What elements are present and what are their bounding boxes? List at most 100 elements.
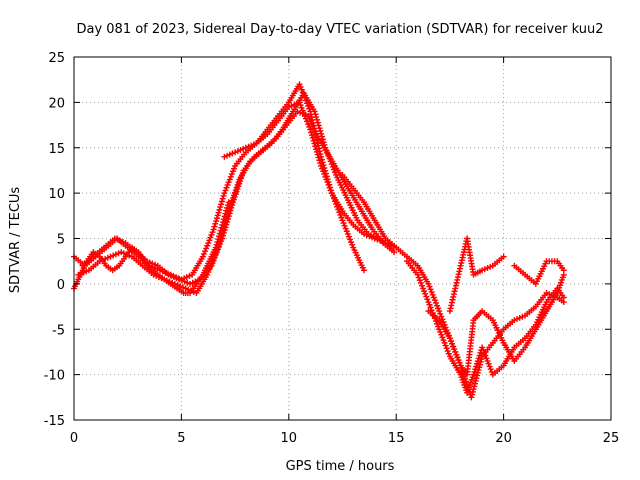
y-tick-label: 5 [57,233,65,248]
data-point-sample [478,356,485,363]
data-point-sample [218,224,225,231]
data-point-sample [434,302,441,309]
data-point-sample [449,340,456,347]
data-point-sample [338,214,345,221]
data-point-sample [454,354,461,361]
data-point-sample [213,218,220,225]
data-point [360,267,367,274]
data-point-sample [474,369,481,376]
data-point-sample [300,92,307,99]
data-point-sample [447,338,454,345]
data-point-sample [200,250,207,257]
data-point-sample [226,176,233,183]
data-point [468,394,475,401]
data-point-sample [321,164,328,171]
data-point-sample [438,313,445,320]
data-point-sample [319,159,326,166]
y-tick-label: 15 [48,142,65,157]
data-point-sample [301,94,308,101]
data-point-sample [227,173,234,180]
data-point-sample [298,86,305,93]
data-point-sample [216,206,223,213]
data-point-sample [224,181,231,188]
data-point-sample [310,137,317,144]
data-point-sample [341,222,348,229]
data-point-sample [320,162,327,169]
series-satellite-track-8 [425,271,567,378]
data-point-sample [474,358,481,365]
data-point-sample [211,254,218,261]
data-point-sample [486,363,493,370]
data-point-sample [327,184,334,191]
data-point [425,299,432,306]
data-point-sample [349,241,356,248]
data-point-sample [306,105,313,112]
data-point [318,153,325,160]
data-point-sample [481,349,488,356]
data-point-sample [477,358,484,365]
data-point-sample [435,323,442,330]
data-point-sample [337,211,344,218]
data-point [560,294,567,301]
data-point-sample [480,347,487,354]
data-point [425,280,432,287]
series-satellite-track-10 [511,258,567,287]
data-point-sample [223,207,230,214]
data-point-sample [340,220,347,227]
data-point-sample [348,239,355,246]
data-point-sample [322,170,329,177]
data-point-sample [440,337,447,344]
data-point-sample [327,187,334,194]
data-point-sample [343,228,350,235]
data-point-sample [216,230,223,237]
data-point-sample [333,201,340,208]
data-point [414,271,421,278]
data-point-sample [422,290,429,297]
data-point-sample [345,233,352,240]
data-point-sample [222,210,229,217]
data-point-sample [324,176,331,183]
x-tick-label: 10 [281,431,298,446]
data-point-sample [219,195,226,202]
y-tick-label: -15 [44,414,65,429]
data-point-sample [299,89,306,96]
data-point-sample [309,134,316,141]
data-point-sample [482,352,489,359]
series-satellite-track-6 [339,171,567,401]
data-point-sample [228,171,235,178]
series-satellite-track-5 [221,81,367,274]
data-point [479,344,486,351]
data-point-sample [305,103,312,110]
data-point-sample [488,368,495,375]
data-point-sample [420,285,427,292]
data-point-sample [428,289,435,296]
data-point-sample [427,304,434,311]
data-point-sample [472,366,479,373]
data-point-sample [221,213,228,220]
data-point-sample [218,201,225,208]
data-point-sample [451,346,458,353]
series-satellite-track-4 [71,199,232,296]
data-point-sample [483,355,490,362]
data-point-sample [484,358,491,365]
data-point-sample [331,198,338,205]
data-point-sample [329,192,336,199]
data-point-sample [223,184,230,191]
data-point-sample [224,204,231,211]
data-point-sample [217,204,224,211]
data-point [560,267,567,274]
data-point-sample [210,257,217,264]
data-point-sample [330,195,337,202]
data-point-sample [225,179,232,186]
data-point-sample [323,173,330,180]
data-point-sample [438,331,445,338]
data-point-sample [431,297,438,304]
data-point-sample [220,192,227,199]
y-tick-label: 0 [57,278,65,293]
data-point-sample [229,168,236,175]
data-point-sample [326,181,333,188]
data-point-sample [469,388,476,395]
data-point-sample [455,357,462,364]
data-point-sample [308,129,315,136]
data-point-sample [334,203,341,210]
